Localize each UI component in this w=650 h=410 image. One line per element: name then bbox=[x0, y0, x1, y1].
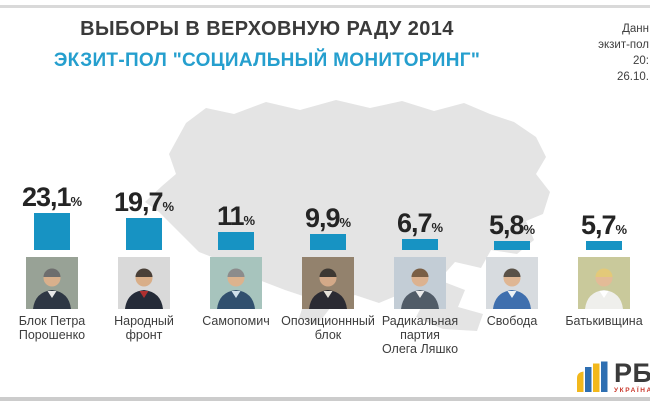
percent-value: 19,7 bbox=[113, 187, 164, 217]
result-bar bbox=[309, 234, 346, 250]
source-note-line: 20: bbox=[633, 55, 649, 67]
result-bar bbox=[126, 218, 162, 250]
party-column-5: 6,7% Радикальная партия Олега Ляшко bbox=[374, 180, 466, 357]
candidate-photo bbox=[394, 257, 446, 309]
percent-value: 6,7 bbox=[396, 208, 433, 238]
candidate-photo bbox=[578, 257, 630, 309]
percent-label: 5,8% bbox=[489, 212, 535, 239]
party-name: Народный фронт bbox=[114, 314, 174, 342]
party-column-2: 19,7% Народный фронт bbox=[98, 180, 190, 343]
percent-label: 19,7% bbox=[114, 189, 174, 216]
candidate-photo bbox=[486, 257, 538, 309]
percent-sign: % bbox=[339, 215, 352, 230]
percent-sign: % bbox=[70, 194, 83, 209]
party-name: Радикальная партия Олега Ляшко bbox=[381, 314, 459, 356]
bar-cell: 23,1% bbox=[22, 180, 82, 250]
percent-value: 9,9 bbox=[304, 203, 341, 233]
percent-sign: % bbox=[431, 220, 444, 235]
percent-label: 5,7% bbox=[581, 212, 627, 239]
bottom-divider bbox=[0, 397, 650, 401]
bar-cell: 19,7% bbox=[114, 180, 174, 250]
source-note-line: экзит-пол bbox=[598, 39, 649, 51]
rbc-logo: РБК УКРАЇНА bbox=[577, 360, 650, 394]
bar-cell: 5,8% bbox=[489, 180, 535, 250]
party-column-4: 9,9% Опозиционнный блок bbox=[281, 180, 375, 343]
source-note-line: 26.10. bbox=[617, 71, 649, 83]
candidate-photo bbox=[210, 257, 262, 309]
source-note-line: Данн bbox=[622, 23, 649, 35]
party-name: Блок Петра Порошенко bbox=[18, 314, 86, 342]
percent-value: 23,1 bbox=[21, 182, 72, 212]
party-name: Опозиционнный блок bbox=[281, 314, 375, 342]
result-bar bbox=[493, 241, 530, 250]
rbc-logo-text: РБК УКРАЇНА bbox=[614, 358, 650, 395]
result-bar bbox=[34, 213, 70, 250]
percent-value: 5,8 bbox=[488, 210, 525, 240]
bar-cell: 11% bbox=[217, 180, 255, 250]
percent-label: 23,1% bbox=[22, 184, 82, 211]
header: ВЫБОРЫ В ВЕРХОВНУЮ РАДУ 2014 ЭКЗИТ-ПОЛ "… bbox=[0, 18, 534, 72]
percent-value: 5,7 bbox=[580, 210, 617, 240]
candidate-photo bbox=[302, 257, 354, 309]
percent-label: 9,9% bbox=[305, 205, 351, 232]
candidate-photo bbox=[26, 257, 78, 309]
candidate-photo bbox=[118, 257, 170, 309]
rbc-logo-subname: УКРАЇНА bbox=[614, 387, 650, 394]
rbc-logo-name: РБК bbox=[614, 358, 650, 388]
party-column-3: 11% Самопомич bbox=[190, 180, 282, 329]
page-title: ВЫБОРЫ В ВЕРХОВНУЮ РАДУ 2014 bbox=[80, 18, 454, 40]
result-bar bbox=[585, 241, 622, 250]
party-column-7: 5,7% Батькивщина bbox=[558, 180, 650, 329]
top-divider bbox=[0, 5, 650, 8]
source-note: Данн экзит-пол 20: 26.10. bbox=[598, 21, 650, 85]
party-name: Батькивщина bbox=[565, 314, 643, 328]
bar-cell: 9,9% bbox=[305, 180, 351, 250]
result-bar bbox=[401, 239, 438, 250]
party-column-1: 23,1% Блок Петра Порошенко bbox=[6, 180, 98, 343]
percent-sign: % bbox=[162, 199, 175, 214]
rbc-logo-icon bbox=[577, 361, 608, 392]
percent-label: 6,7% bbox=[397, 210, 443, 237]
bar-cell: 6,7% bbox=[397, 180, 443, 250]
percent-sign: % bbox=[615, 222, 628, 237]
percent-sign: % bbox=[523, 222, 536, 237]
result-bar bbox=[217, 232, 254, 250]
party-name: Свобода bbox=[486, 314, 538, 328]
party-name: Самопомич bbox=[202, 314, 270, 328]
percent-sign: % bbox=[243, 213, 256, 228]
percent-label: 11% bbox=[217, 203, 255, 230]
percent-value: 11 bbox=[216, 201, 245, 231]
party-column-6: 5,8% Свобода bbox=[466, 180, 558, 328]
ukraine-map bbox=[145, 100, 550, 331]
page-subtitle: ЭКЗИТ-ПОЛ "СОЦИАЛЬНЫЙ МОНИТОРИНГ" bbox=[53, 50, 481, 71]
bar-cell: 5,7% bbox=[581, 180, 627, 250]
